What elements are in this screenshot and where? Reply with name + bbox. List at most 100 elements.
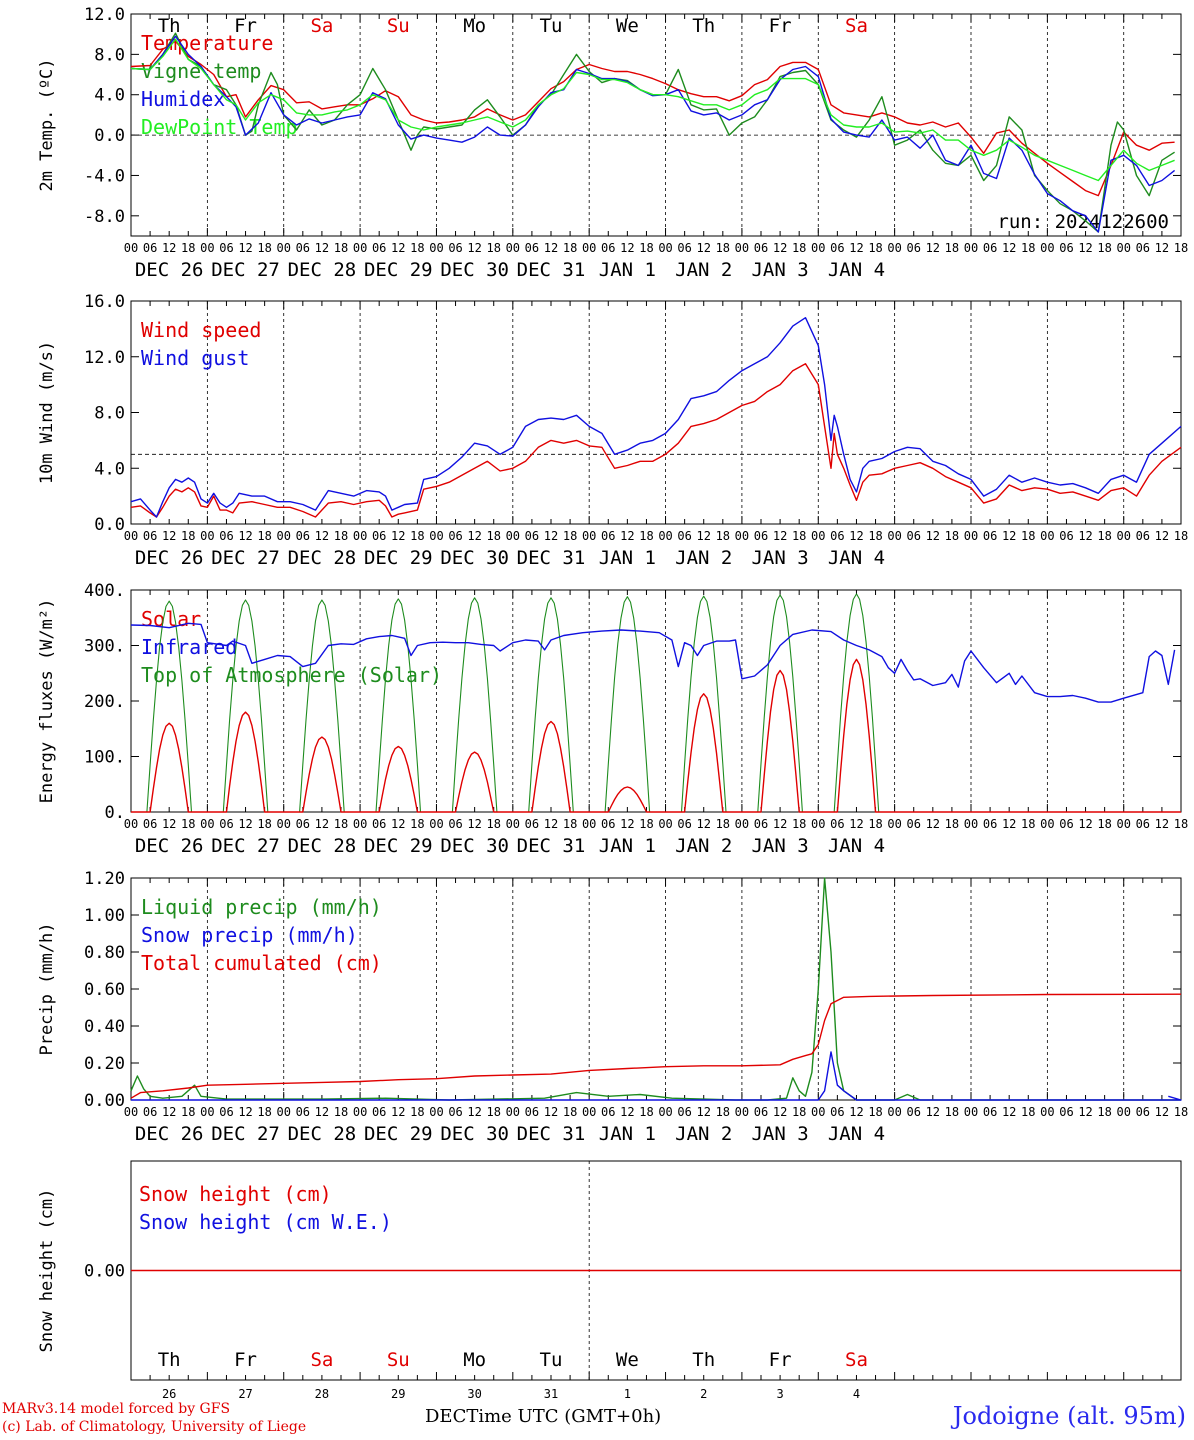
series-line-snow (131, 1051, 1182, 1101)
panel-3: 400. 300. 200. 100. 0. Energy fluxes (W/m²) 00… (37, 581, 1188, 857)
date-label: DEC 29 (364, 835, 433, 857)
hour-tick-label: 12 (467, 529, 481, 543)
hour-tick-label: 06 (907, 529, 921, 543)
hour-tick-label: 18 (334, 817, 348, 831)
credit-line-1: MARv3.14 model forced by GFS (2, 1401, 231, 1417)
hour-tick-label: 00 (277, 529, 291, 543)
hour-tick-label: 12 (544, 817, 558, 831)
day-number-label: 2 (700, 1387, 707, 1400)
hour-tick-label: 12 (467, 1105, 481, 1119)
hour-tick-label: 18 (257, 1105, 271, 1119)
hour-tick-label: 12 (697, 817, 711, 831)
hour-tick-label: 12 (1002, 1105, 1016, 1119)
date-label: DEC 31 (517, 1123, 586, 1145)
date-label: DEC 30 (440, 547, 509, 569)
weekday-label: Sa (310, 15, 333, 37)
weekday-label: Mo (463, 1349, 486, 1371)
hour-tick-label: 00 (429, 1105, 443, 1119)
hour-tick-label: 00 (964, 817, 978, 831)
y-tick-label: 12.0 (84, 5, 125, 25)
legend-entry: Top of Atmosphere (Solar) (141, 663, 442, 687)
hour-tick-label: 06 (372, 529, 386, 543)
y-tick-label: 0. (105, 803, 125, 823)
date-label: JAN 3 (751, 547, 808, 569)
hour-tick-label: 00 (353, 241, 367, 255)
hour-tick-label: 12 (315, 529, 329, 543)
hour-tick-label: 12 (773, 817, 787, 831)
hour-tick-label: 06 (830, 241, 844, 255)
hour-tick-label: 00 (1117, 1105, 1131, 1119)
hour-tick-label: 18 (792, 1105, 806, 1119)
date-label: DEC 31 (517, 259, 586, 281)
hour-tick-label: 12 (1002, 241, 1016, 255)
date-label: JAN 4 (828, 835, 885, 857)
y-tick-label: 8.0 (94, 45, 125, 65)
hour-tick-label: 00 (429, 241, 443, 255)
weekday-label: Th (692, 1349, 715, 1371)
hour-tick-label: 12 (1155, 241, 1169, 255)
hour-tick-label: 06 (1059, 529, 1073, 543)
hour-tick-label: 06 (830, 529, 844, 543)
day-number-label: 31 (544, 1387, 558, 1400)
hour-tick-label: 18 (1021, 529, 1035, 543)
hour-tick-label: 06 (219, 529, 233, 543)
date-label: DEC 29 (364, 547, 433, 569)
hour-tick-label: 18 (410, 817, 424, 831)
hour-tick-label: 18 (563, 241, 577, 255)
hour-tick-label: 00 (200, 529, 214, 543)
y-tick-label: 0.00 (84, 1091, 125, 1111)
date-label: DEC 30 (440, 1123, 509, 1145)
hour-tick-label: 12 (773, 1105, 787, 1119)
hour-tick-label: 12 (849, 817, 863, 831)
hour-tick-label: 12 (238, 529, 252, 543)
hour-tick-label: 18 (410, 1105, 424, 1119)
date-label: JAN 4 (828, 547, 885, 569)
hour-tick-label: 06 (830, 1105, 844, 1119)
series-line-dewpoint (130, 38, 1175, 182)
hour-tick-label: 18 (868, 529, 882, 543)
weekday-label: Fr (234, 15, 257, 37)
legend-entry: Snow height (cm W.E.) (139, 1210, 392, 1234)
date-label: DEC 28 (288, 547, 357, 569)
hour-tick-label: 06 (296, 1105, 310, 1119)
hour-tick-label: 12 (238, 241, 252, 255)
hour-tick-label: 06 (907, 241, 921, 255)
credit-line-2: (c) Lab. of Climatology, University of L… (2, 1419, 307, 1435)
panel-1: 12.0 8.0 4.0 0.0 -4.0 -8.0 2m Temp. (ºC) 00 06 12… (37, 5, 1188, 281)
hour-tick-label: 12 (697, 241, 711, 255)
hour-tick-label: 12 (620, 817, 634, 831)
hour-tick-label: 00 (506, 241, 520, 255)
hour-tick-label: 06 (448, 241, 462, 255)
station-name: Jodoigne (alt. 95m) (952, 1402, 1186, 1430)
hour-tick-label: 00 (887, 241, 901, 255)
hour-tick-label: 06 (601, 529, 615, 543)
legend-entry: Temperature (141, 31, 273, 55)
hour-tick-label: 18 (868, 817, 882, 831)
hour-tick-label: 06 (601, 241, 615, 255)
hour-tick-label: 06 (296, 241, 310, 255)
series-line-wind (130, 317, 1182, 518)
hour-tick-label: 00 (1040, 817, 1054, 831)
hour-tick-label: 06 (754, 529, 768, 543)
hour-tick-label: 12 (1078, 529, 1092, 543)
date-label: JAN 2 (675, 835, 732, 857)
day-number-label: 27 (238, 1387, 252, 1400)
hour-tick-label: 00 (506, 529, 520, 543)
hour-tick-label: 12 (926, 529, 940, 543)
weekday-label: Sa (845, 1349, 868, 1371)
legend-entry: Liquid precip (mm/h) (141, 895, 382, 919)
hour-tick-label: 06 (1136, 529, 1150, 543)
date-label: JAN 4 (828, 1123, 885, 1145)
hour-tick-label: 00 (582, 817, 596, 831)
hour-tick-label: 18 (868, 1105, 882, 1119)
hour-tick-label: 18 (868, 241, 882, 255)
date-label: DEC 29 (364, 1123, 433, 1145)
y-axis-label: 10m Wind (m/s) (37, 341, 57, 484)
hour-tick-label: 06 (907, 817, 921, 831)
hour-tick-label: 06 (372, 1105, 386, 1119)
hour-tick-label: 06 (448, 1105, 462, 1119)
hour-tick-label: 12 (620, 241, 634, 255)
plot-frame (130, 13, 1182, 237)
hour-tick-label: 12 (697, 529, 711, 543)
hour-tick-label: 12 (773, 529, 787, 543)
